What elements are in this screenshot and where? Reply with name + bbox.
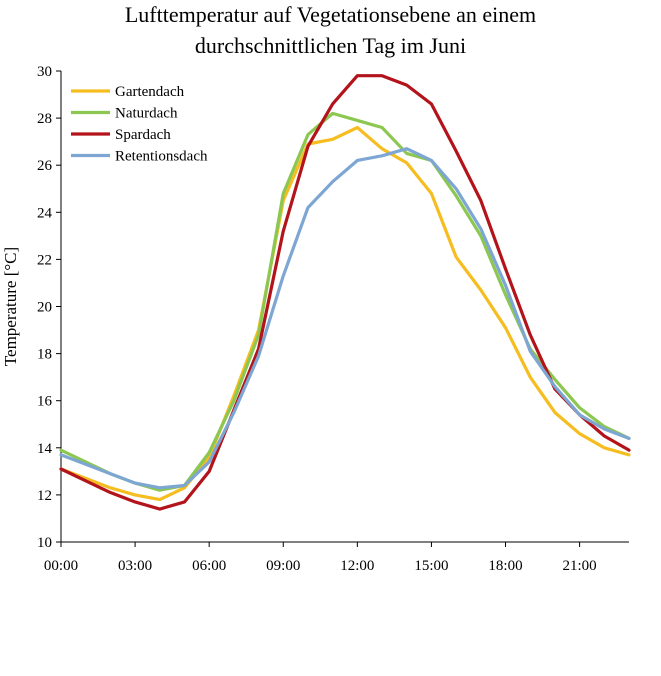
y-tick-label: 26 [37,158,53,174]
x-tick-label: 00:00 [44,558,78,574]
x-tick-label: 15:00 [414,558,448,574]
series-line-gartendach [59,125,631,502]
x-tick-label: 21:00 [563,558,597,574]
y-tick-label: 30 [37,64,52,80]
legend-label-spardach: Spardach [115,127,171,143]
x-tick-label: 12:00 [340,558,374,574]
y-tick-label: 16 [37,394,53,410]
legend-label-gartendach: Gartendach [115,84,185,100]
y-axis-label: Temperature [°C] [1,247,20,366]
y-tick-label: 22 [37,252,52,268]
chart-title-line-1: Lufttemperatur auf Vegetationsebene an e… [124,2,537,27]
y-tick-label: 20 [37,300,52,316]
y-tick-label: 12 [37,488,52,504]
y-tick-label: 10 [37,535,52,551]
y-tick-label: 24 [37,205,53,221]
legend-label-naturdach: Naturdach [115,106,178,122]
x-tick-label: 09:00 [266,558,300,574]
legend-label-retentionsdach: Retentionsdach [115,149,208,165]
y-tick-label: 18 [37,347,52,363]
x-tick-label: 06:00 [192,558,226,574]
y-tick-label: 28 [37,111,52,127]
series-line-spardach [59,74,631,511]
series-line-naturdach [59,111,631,492]
series-line-retentionsdach [59,147,631,490]
x-tick-label: 03:00 [118,558,152,574]
x-tick-label: 18:00 [488,558,522,574]
chart-title-line-2: durchschnittlichen Tag im Juni [194,33,467,58]
y-tick-label: 14 [37,441,53,457]
